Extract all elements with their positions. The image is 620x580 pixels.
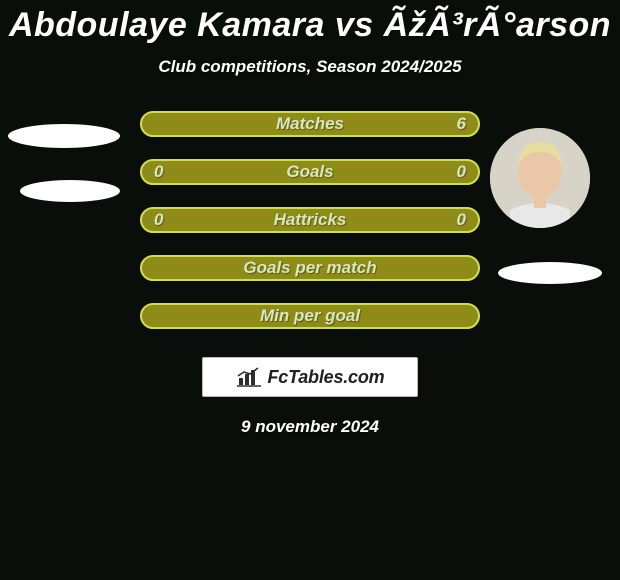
bar-chart-icon [236, 366, 262, 388]
date-line: 9 november 2024 [0, 417, 620, 437]
stat-label: Matches [276, 114, 344, 134]
stat-label: Hattricks [274, 210, 347, 230]
right-player-avatar [490, 128, 590, 228]
stat-label: Min per goal [260, 306, 360, 326]
stat-right-value: 6 [457, 114, 466, 134]
avatar-illustration [490, 128, 590, 228]
stat-right-value: 0 [457, 210, 466, 230]
left-avatar-shadow-2 [20, 180, 120, 202]
stat-row-hattricks: 0 Hattricks 0 [140, 207, 480, 233]
stat-row-goals-per-match: Goals per match [140, 255, 480, 281]
stat-label: Goals [286, 162, 333, 182]
fctables-badge[interactable]: FcTables.com [202, 357, 418, 397]
fctables-badge-text: FcTables.com [268, 367, 385, 388]
stat-label: Goals per match [243, 258, 376, 278]
left-avatar-shadow-1 [8, 124, 120, 148]
stat-row-matches: Matches 6 [140, 111, 480, 137]
right-avatar-shadow [498, 262, 602, 284]
stat-right-value: 0 [457, 162, 466, 182]
stat-left-value: 0 [154, 162, 163, 182]
stat-row-min-per-goal: Min per goal [140, 303, 480, 329]
page-title: Abdoulaye Kamara vs ÃžÃ³rÃ°arson [0, 0, 620, 45]
subtitle: Club competitions, Season 2024/2025 [0, 57, 620, 77]
stat-row-goals: 0 Goals 0 [140, 159, 480, 185]
stat-left-value: 0 [154, 210, 163, 230]
